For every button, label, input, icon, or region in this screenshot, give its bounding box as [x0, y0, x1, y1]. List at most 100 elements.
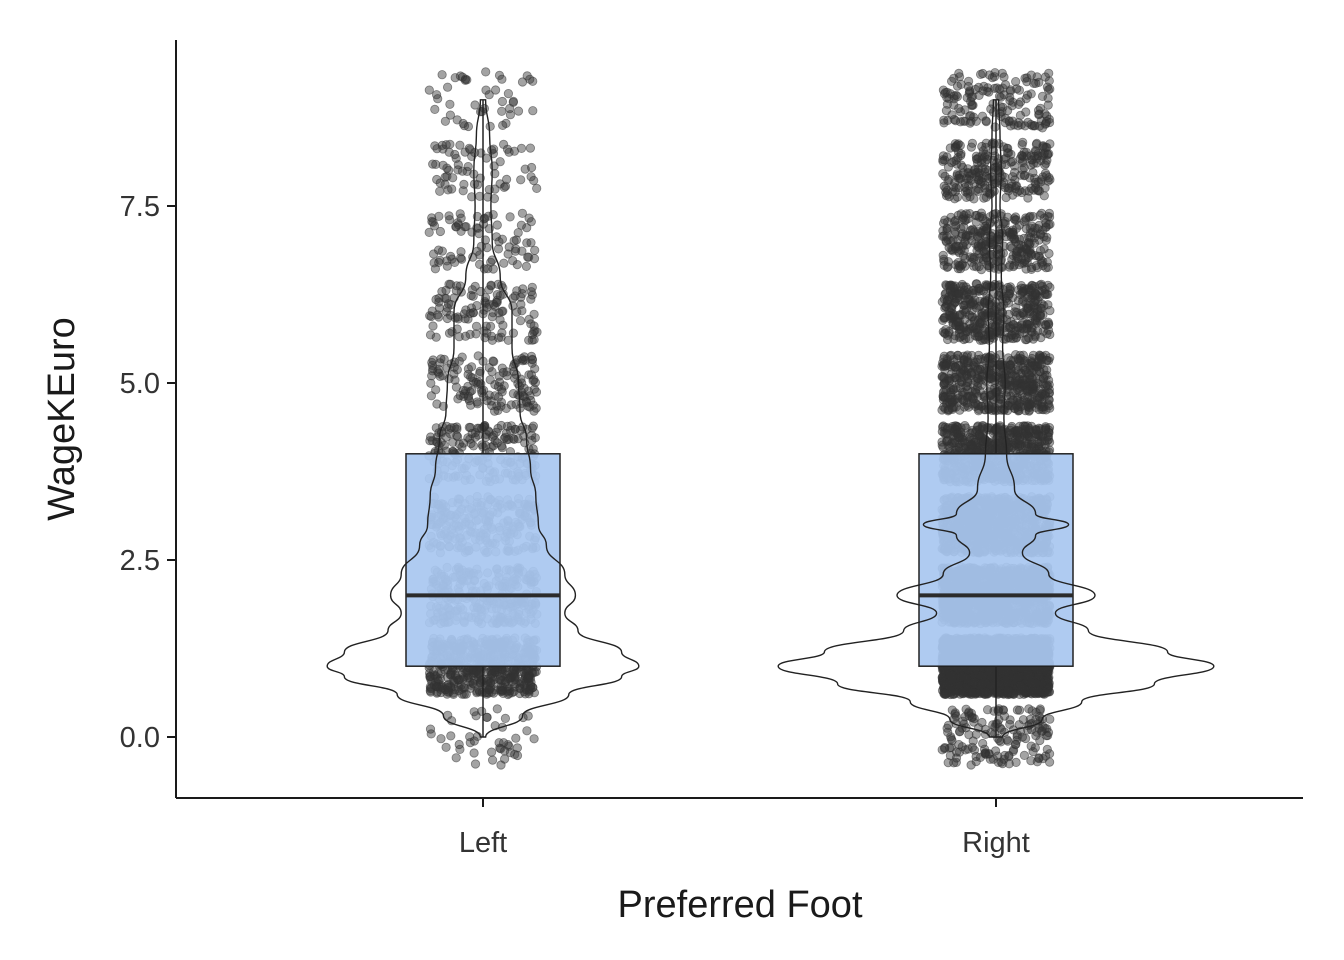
jitter-point [470, 100, 480, 110]
jitter-point [438, 160, 448, 170]
jitter-point [486, 747, 497, 757]
jitter-point [498, 120, 508, 131]
jitter-point [513, 228, 523, 238]
jitter-point [527, 355, 538, 365]
jitter-point [436, 734, 446, 744]
jitter-point [463, 433, 473, 443]
jitter-point [428, 355, 438, 365]
jitter-point [470, 759, 481, 769]
jitter-point [497, 96, 507, 107]
jitter-point [1003, 736, 1013, 746]
jitter-point [993, 705, 1003, 715]
jitter-point [424, 85, 434, 95]
jitter-point [428, 321, 438, 331]
jitter-point [460, 331, 471, 341]
jitter-point [497, 306, 507, 317]
jitter-point [497, 106, 507, 116]
jitter-point [518, 355, 529, 365]
jitter-point [518, 284, 528, 294]
jitter-point [444, 211, 454, 221]
jitter-point [497, 74, 507, 84]
jitter-point [522, 726, 532, 736]
jitter-point [951, 757, 961, 768]
jitter-point [459, 179, 469, 189]
jitter-point [426, 391, 436, 401]
jitter-point [459, 689, 469, 699]
jitter-point [522, 238, 532, 248]
jitter-point [1017, 732, 1028, 742]
jitter-point [509, 686, 519, 697]
jitter-point [473, 351, 483, 361]
jitter-point [436, 684, 446, 694]
jitter-point [522, 223, 532, 233]
jitter-point [489, 161, 499, 171]
jitter-point [516, 678, 527, 688]
jitter-point [1037, 726, 1047, 736]
jitter-point [428, 159, 438, 169]
jitter-point [526, 172, 536, 182]
jitter-point [525, 143, 536, 153]
jitter-point [433, 94, 443, 104]
jitter-point [492, 220, 502, 230]
jitter-point [503, 89, 513, 99]
jitter-point [452, 424, 462, 434]
jitter-point [499, 258, 509, 268]
jitter-point [441, 293, 451, 304]
jitter-point [489, 356, 499, 367]
jitter-point [1027, 706, 1037, 716]
jitter-point [442, 171, 452, 181]
jitter-point [480, 332, 490, 343]
jitter-point [940, 689, 950, 699]
jitter-point [499, 182, 509, 192]
jitter-point [432, 174, 442, 185]
jitter-point [1042, 744, 1052, 755]
jitter-point [485, 121, 495, 132]
jitter-point [529, 406, 539, 416]
jitter-point [510, 424, 520, 434]
jitter-point [500, 432, 510, 442]
jitter-point [454, 739, 464, 750]
jitter-point [458, 385, 468, 396]
jitter-point [447, 184, 457, 194]
jitter-point [976, 680, 987, 690]
jitter-point [442, 313, 452, 324]
jitter-point [516, 299, 526, 309]
jitter-point [997, 758, 1008, 769]
jitter-point [503, 249, 513, 259]
jitter-point [1019, 689, 1029, 699]
jitter-point [496, 760, 506, 770]
jitter-point [450, 149, 460, 160]
jitter-point [515, 316, 526, 326]
jitter-point [464, 672, 474, 682]
jitter-point [523, 252, 533, 262]
jitter-point [477, 388, 487, 398]
jitter-point [492, 704, 502, 714]
jitter-point [425, 432, 436, 442]
jitter-point [493, 405, 503, 415]
jitter-point [1035, 704, 1045, 714]
jitter-point [521, 261, 532, 271]
jitter-point [426, 729, 436, 739]
jitter-point [484, 685, 494, 695]
jitter-point [441, 742, 451, 752]
jitter-point [427, 371, 437, 381]
jitter-point [990, 746, 1001, 756]
jitter-point [465, 737, 475, 748]
jitter-point [490, 85, 501, 95]
jitter-point [528, 421, 539, 431]
jitter-point [454, 356, 464, 366]
jitter-point [434, 257, 444, 267]
jitter-point [505, 212, 515, 222]
jitter-point [490, 391, 500, 401]
jitter-point [444, 328, 455, 338]
jitter-point [453, 165, 463, 175]
jitter-point [496, 397, 506, 407]
jitter-point [471, 321, 482, 331]
jitter-point [443, 682, 453, 693]
jitter-point [526, 162, 537, 173]
jitter-point [481, 67, 491, 77]
jitter-point [496, 420, 506, 431]
jitter-point [505, 747, 515, 758]
jitter-point [469, 707, 479, 717]
